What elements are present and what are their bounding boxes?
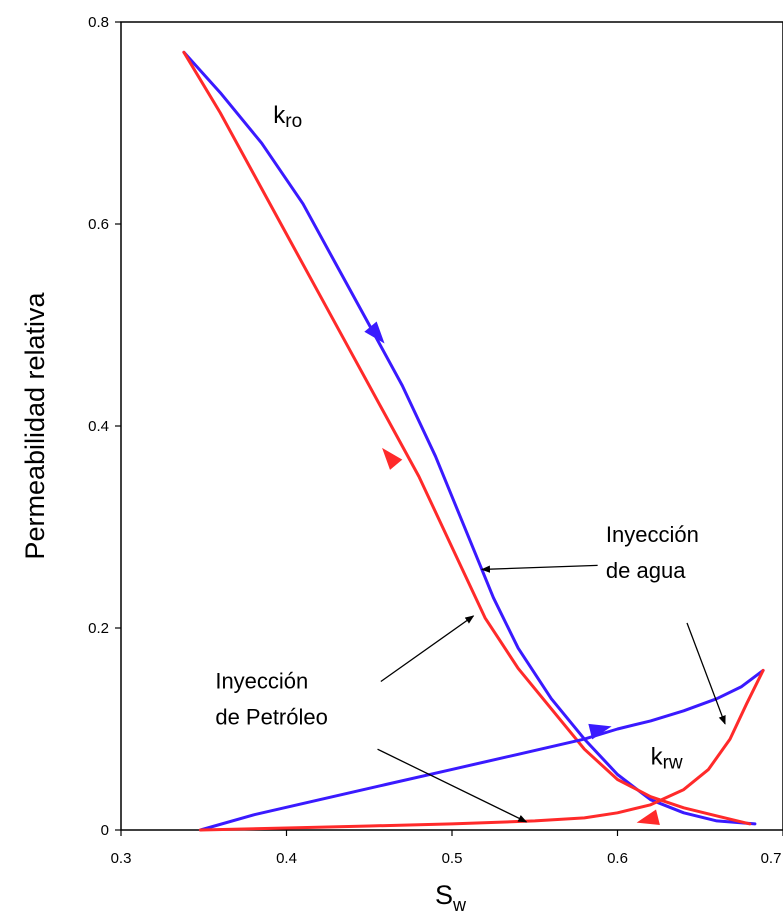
curve-label-subscript: ro bbox=[285, 111, 302, 132]
annotation-2-line-2: de Petróleo bbox=[215, 705, 328, 730]
direction-arrow-2 bbox=[382, 447, 403, 470]
x-axis-title-main: S bbox=[435, 880, 453, 910]
curve-label-main: k bbox=[273, 102, 286, 129]
annotation-1-pointer-2 bbox=[686, 622, 726, 725]
x-tick-label: 0.3 bbox=[111, 850, 132, 867]
annotation-2-line-1: Inyección bbox=[215, 669, 308, 694]
x-axis-title-subscript: w bbox=[452, 895, 467, 915]
x-tick-label: 0.7 bbox=[761, 850, 782, 867]
direction-arrow-4 bbox=[636, 809, 660, 825]
y-tick-label: 0.8 bbox=[88, 14, 109, 31]
direction-arrow-1 bbox=[364, 321, 385, 344]
x-axis-title: Sw bbox=[435, 880, 467, 915]
y-tick-label: 0 bbox=[101, 822, 109, 839]
series-line-4 bbox=[198, 668, 765, 832]
annotation-1-pointer-1 bbox=[480, 564, 598, 573]
annotation-1-line-1: Inyección bbox=[606, 522, 699, 547]
plot-area: 0.3 0.4 0.5 0.6 0.7 0 0.2 0.4 0.6 0.8 Sw Permeabili… bbox=[20, 14, 783, 915]
y-tick-label: 0.2 bbox=[88, 620, 109, 637]
annotation-2-pointer-1 bbox=[380, 615, 475, 683]
curve-label-ro: kro bbox=[273, 102, 302, 132]
curve-label-subscript: rw bbox=[663, 752, 683, 773]
annotation-1-line-2: de agua bbox=[606, 558, 686, 583]
direction-arrow-3 bbox=[588, 723, 612, 740]
x-tick-label: 0.4 bbox=[276, 850, 297, 867]
series-line-3 bbox=[198, 668, 765, 832]
curve-label-rw: krw bbox=[651, 743, 683, 773]
y-axis-title: Permeabilidad relativa bbox=[20, 291, 50, 559]
y-tick-label: 0.4 bbox=[88, 418, 109, 435]
curve-label-main: k bbox=[651, 743, 664, 770]
series-line-2 bbox=[182, 50, 752, 826]
annotation-2-pointer-2 bbox=[377, 748, 528, 823]
x-tick-label: 0.6 bbox=[607, 850, 628, 867]
y-tick-label: 0.6 bbox=[88, 216, 109, 233]
x-tick-label: 0.5 bbox=[442, 850, 463, 867]
